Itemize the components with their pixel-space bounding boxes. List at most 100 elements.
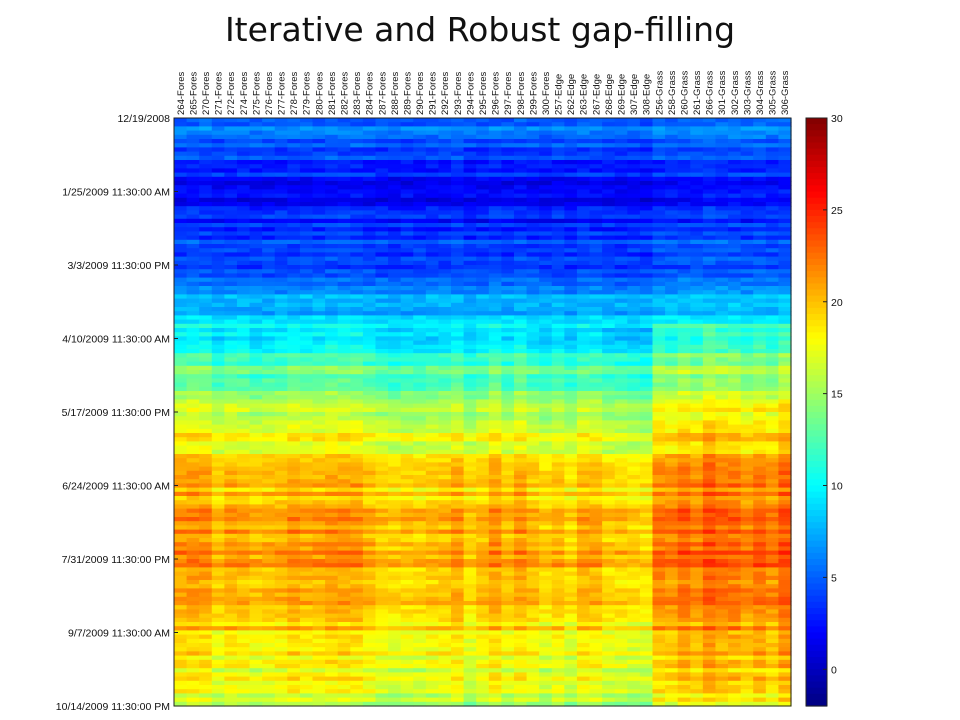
heatmap-cell [488, 227, 502, 232]
heatmap-cell [728, 403, 742, 409]
heatmap-cell [488, 370, 502, 375]
heatmap-cell [299, 336, 314, 342]
heatmap-cell [652, 227, 666, 232]
heatmap-cell [362, 441, 377, 447]
heatmap-cell [677, 315, 691, 321]
heatmap-cell [274, 328, 288, 333]
heatmap-cell [753, 214, 767, 220]
heatmap-cell [639, 353, 654, 358]
heatmap-cell [224, 454, 238, 459]
heatmap-cell [652, 210, 666, 216]
heatmap-cell [513, 319, 528, 325]
heatmap-cell [451, 441, 465, 447]
heatmap-cell [299, 302, 314, 308]
heatmap-cell [375, 244, 389, 249]
heatmap-cell [551, 412, 565, 417]
heatmap-cell [413, 336, 427, 342]
heatmap-cell [627, 357, 641, 363]
heatmap-cell [501, 424, 515, 430]
heatmap-cell [589, 214, 603, 220]
heatmap-cell [413, 332, 427, 337]
heatmap-cell [236, 130, 251, 136]
heatmap-cell [690, 445, 704, 451]
heatmap-cell [186, 122, 200, 127]
heatmap-cell [287, 181, 301, 186]
heatmap-cell [526, 328, 540, 333]
heatmap-cell [728, 151, 742, 157]
heatmap-cell [665, 420, 679, 426]
heatmap-cell [715, 139, 729, 144]
heatmap-cell [778, 407, 792, 413]
heatmap-cell [211, 424, 225, 430]
heatmap-cell [186, 340, 200, 346]
heatmap-cell [287, 475, 301, 480]
heatmap-cell [602, 340, 616, 346]
heatmap-cell [312, 391, 326, 396]
heatmap-cell [438, 172, 452, 178]
heatmap-cell [589, 260, 603, 266]
heatmap-cell [476, 231, 490, 237]
heatmap-cell [350, 433, 364, 438]
heatmap-cell [224, 311, 238, 316]
heatmap-cell [174, 365, 188, 371]
heatmap-cell [224, 336, 238, 342]
heatmap-cell [350, 290, 364, 295]
heatmap-cell [174, 504, 188, 510]
heatmap-cell [236, 218, 251, 224]
heatmap-cell [274, 290, 288, 295]
heatmap-cell [186, 357, 200, 363]
heatmap-cell [652, 244, 666, 249]
heatmap-cell [576, 248, 591, 253]
heatmap-cell [274, 252, 288, 258]
heatmap-cell [249, 231, 263, 237]
heatmap-cell [299, 470, 314, 476]
heatmap-cell [425, 487, 440, 493]
heatmap-cell [501, 210, 515, 216]
heatmap-cell [400, 420, 414, 426]
heatmap-cell [199, 122, 213, 127]
heatmap-cell [765, 252, 780, 258]
heatmap-cell [715, 328, 729, 333]
heatmap-cell [274, 353, 288, 358]
heatmap-cell [362, 181, 377, 186]
heatmap-cell [438, 374, 452, 379]
heatmap-cell [501, 470, 515, 476]
heatmap-cell [576, 172, 591, 178]
heatmap-cell [199, 273, 213, 279]
heatmap-cell [262, 508, 276, 514]
heatmap-cell [728, 395, 742, 400]
heatmap-cell [602, 445, 616, 451]
heatmap-cell [400, 382, 414, 388]
heatmap-cell [488, 433, 502, 438]
heatmap-cell [400, 155, 414, 161]
heatmap-cell [388, 269, 402, 274]
heatmap-cell [211, 252, 225, 258]
heatmap-cell [576, 286, 591, 291]
heatmap-cell [451, 374, 465, 379]
heatmap-cell [728, 248, 742, 253]
heatmap-cell [425, 441, 440, 447]
heatmap-cell [400, 521, 414, 526]
heatmap-cell [388, 336, 402, 342]
heatmap-cell [564, 227, 578, 232]
heatmap-cell [551, 273, 565, 279]
heatmap-cell [539, 273, 553, 279]
heatmap-cell [262, 294, 276, 300]
heatmap-cell [564, 500, 578, 505]
heatmap-cell [513, 353, 528, 358]
heatmap-cell [740, 470, 754, 476]
heatmap-cell [413, 491, 427, 497]
heatmap-cell [652, 315, 666, 321]
heatmap-cell [740, 164, 754, 169]
heatmap-cell [778, 533, 792, 539]
heatmap-cell [438, 323, 452, 329]
heatmap-cell [728, 479, 742, 484]
heatmap-cell [677, 428, 691, 434]
heatmap-cell [451, 445, 465, 451]
heatmap-cell [728, 483, 742, 489]
heatmap-cell [400, 483, 414, 489]
heatmap-cell [551, 395, 565, 400]
heatmap-cell [589, 248, 603, 253]
heatmap-cell [211, 118, 225, 123]
heatmap-cell [451, 420, 465, 426]
